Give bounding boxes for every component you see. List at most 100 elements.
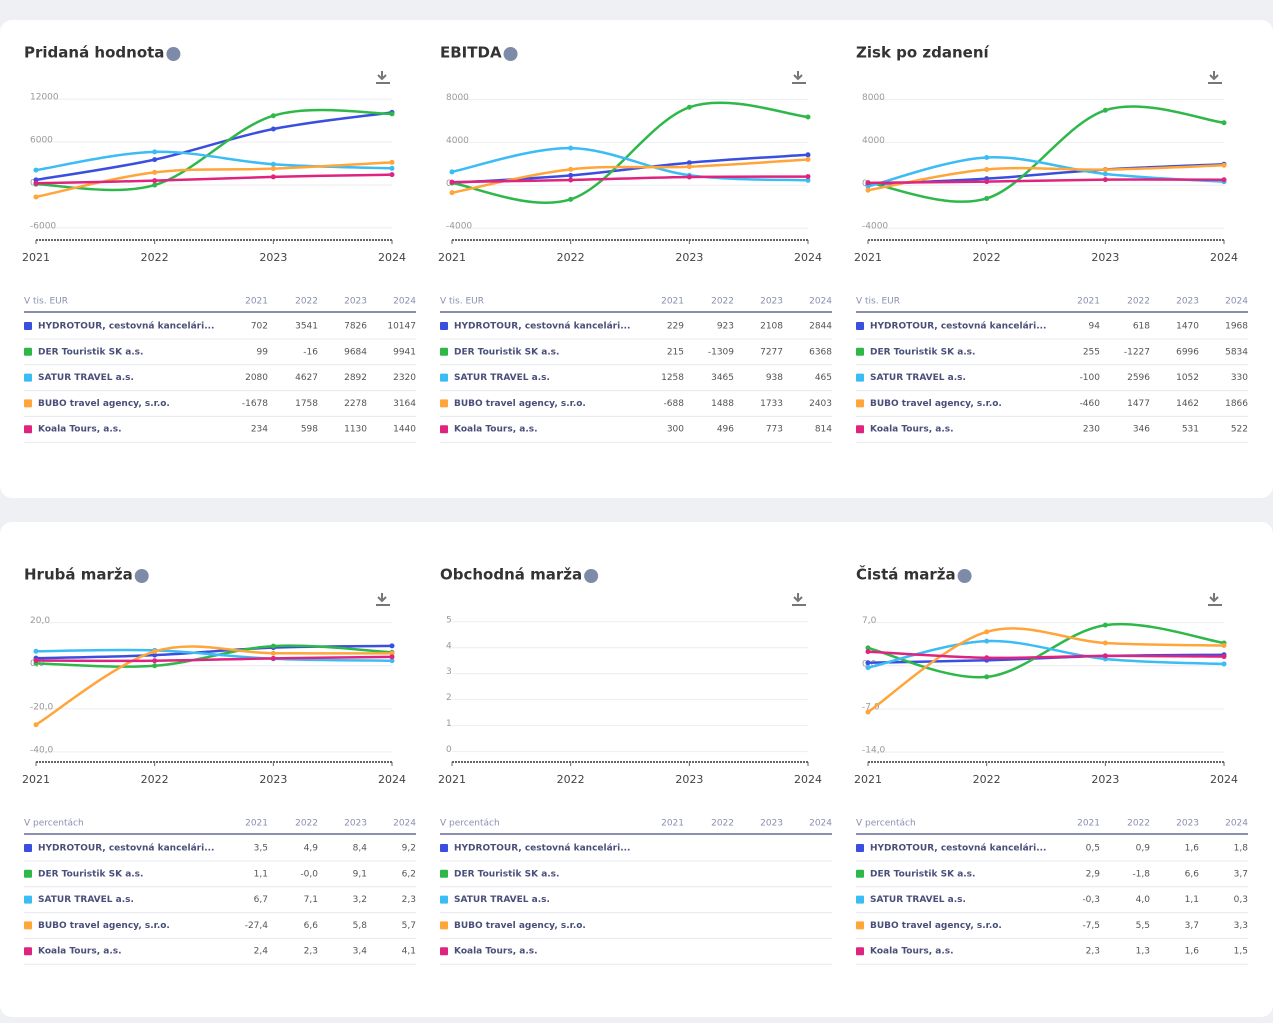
- table-col-header: 2022: [1127, 297, 1150, 307]
- data-point: [865, 187, 871, 193]
- data-point: [33, 658, 39, 664]
- chart-title: Pridaná hodnota: [24, 44, 164, 62]
- table-value: 4,1: [402, 947, 416, 957]
- series-line: [867, 650, 1225, 660]
- data-point: [1102, 653, 1108, 659]
- legend-label: SATUR TRAVEL a.s.: [454, 373, 550, 383]
- x-tick-label: 2022: [141, 251, 169, 264]
- legend-label: DER Touristik SK a.s.: [454, 869, 559, 879]
- legend-swatch: [856, 947, 864, 956]
- table-value: 814: [815, 425, 832, 435]
- y-tick-label: 3: [446, 667, 452, 677]
- table-value: -0,0: [300, 869, 318, 879]
- y-tick-label: 0: [446, 745, 452, 755]
- data-point: [865, 709, 871, 715]
- table-value: -1309: [708, 347, 734, 357]
- legend-swatch: [24, 399, 32, 408]
- data-point: [33, 167, 39, 173]
- y-tick-label: -4000: [862, 222, 888, 232]
- data-point: [1221, 661, 1227, 667]
- info-icon: [134, 569, 149, 583]
- legend-label: HYDROTOUR, cestovná kancelári...: [38, 322, 214, 332]
- table-value: -1227: [1124, 347, 1150, 357]
- series-line: [35, 644, 393, 668]
- legend-swatch: [856, 322, 864, 330]
- table-value: 6,7: [254, 895, 268, 905]
- legend-label: BUBO travel agency, s.r.o.: [38, 399, 170, 409]
- table-col-header: 2024: [393, 819, 416, 829]
- data-point: [805, 157, 811, 163]
- series-line: [35, 655, 393, 663]
- series-line: [451, 146, 809, 182]
- data-point: [984, 674, 990, 680]
- data-point: [389, 159, 395, 165]
- table-value: 3541: [295, 322, 318, 332]
- data-point: [865, 183, 871, 189]
- table-value: 465: [815, 373, 832, 383]
- x-tick-label: 2023: [675, 773, 703, 786]
- x-tick-label: 2024: [1210, 773, 1238, 786]
- y-tick-label: -6000: [30, 221, 56, 231]
- legend-swatch: [440, 921, 448, 930]
- data-point: [33, 180, 39, 186]
- info-icon: [957, 569, 972, 583]
- table-value: 1470: [1176, 322, 1199, 332]
- legend-swatch: [24, 322, 32, 330]
- table-value: 4,9: [304, 844, 319, 854]
- table-value: 1,1: [1185, 895, 1199, 905]
- download-icon[interactable]: [1208, 71, 1222, 84]
- table-col-header: 2021: [245, 819, 268, 829]
- table-value: 1440: [393, 425, 416, 435]
- table-header: V tis. EUR: [440, 297, 484, 307]
- data-point: [984, 195, 990, 201]
- table-value: 1,6: [1185, 947, 1200, 957]
- data-point: [1102, 107, 1108, 113]
- legend-label: DER Touristik SK a.s.: [38, 869, 143, 879]
- data-point: [270, 655, 276, 661]
- legend-label: BUBO travel agency, s.r.o.: [38, 921, 170, 931]
- table-value: -7,5: [1082, 921, 1100, 931]
- data-point: [152, 658, 158, 664]
- table-value: 2403: [809, 399, 832, 409]
- table-value: 2,3: [402, 895, 416, 905]
- x-tick-label: 2023: [1091, 773, 1119, 786]
- table-value: 1,6: [1185, 844, 1200, 854]
- table-value: 598: [301, 425, 318, 435]
- series-line: [35, 173, 393, 185]
- table-value: 531: [1182, 425, 1199, 435]
- data-point: [568, 166, 574, 172]
- download-icon[interactable]: [792, 71, 806, 84]
- y-tick-label: 12000: [30, 93, 59, 103]
- data-point: [152, 663, 158, 669]
- table-value: -0,3: [1082, 895, 1100, 905]
- x-tick-label: 2021: [438, 251, 466, 264]
- legend-swatch: [856, 347, 864, 356]
- data-point: [984, 179, 990, 185]
- download-icon[interactable]: [792, 593, 806, 606]
- data-point: [270, 174, 276, 180]
- table-col-header: 2022: [711, 297, 734, 307]
- table-value: -1,8: [1132, 869, 1150, 879]
- table-value: 2108: [760, 322, 783, 332]
- legend-label: HYDROTOUR, cestovná kancelári...: [454, 322, 630, 332]
- x-tick-label: 2023: [259, 773, 287, 786]
- download-icon[interactable]: [376, 593, 390, 606]
- data-point: [270, 126, 276, 132]
- data-point: [389, 650, 395, 656]
- data-point: [686, 104, 692, 110]
- data-point: [152, 157, 158, 163]
- table-value: 300: [667, 425, 684, 435]
- table-value: 6,6: [1185, 869, 1200, 879]
- download-icon[interactable]: [1208, 593, 1222, 606]
- download-icon[interactable]: [376, 71, 390, 84]
- legend-label: DER Touristik SK a.s.: [454, 347, 559, 357]
- table-value: -1678: [242, 399, 268, 409]
- series-line: [867, 622, 1225, 679]
- legend-label: Koala Tours, a.s.: [38, 425, 122, 435]
- table-value: 230: [1083, 425, 1100, 435]
- series-line: [451, 101, 809, 204]
- table-value: 2,3: [1086, 947, 1100, 957]
- table-value: 2,9: [1086, 869, 1101, 879]
- table-value: 1866: [1225, 399, 1248, 409]
- info-icon: [166, 47, 181, 61]
